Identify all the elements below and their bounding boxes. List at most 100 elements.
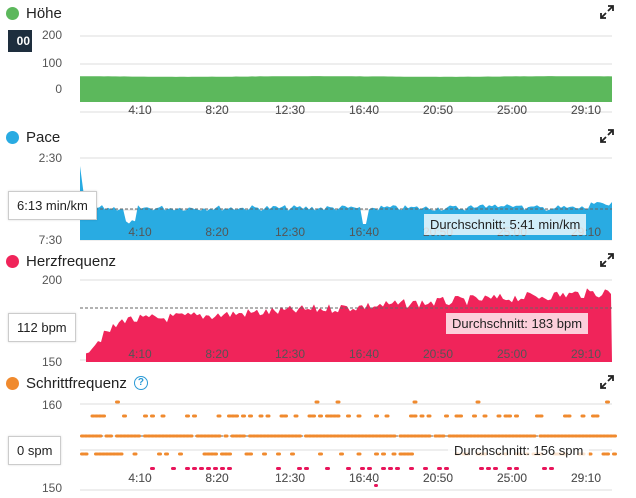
cadence-point — [314, 400, 320, 404]
x-tick-label: 4:10 — [128, 347, 152, 361]
cadence-point — [409, 452, 414, 456]
y-tick-label: 150 — [42, 481, 62, 495]
cadence-point — [258, 414, 264, 418]
cadence-point-low — [374, 484, 378, 487]
cadence-point — [444, 414, 449, 418]
x-tick-label: 4:10 — [128, 103, 152, 117]
cadence-point-low — [409, 467, 414, 470]
cadence-point — [248, 452, 253, 456]
cadence-point-low — [486, 467, 491, 470]
x-tick-label: 12:30 — [275, 347, 305, 361]
cadence-point-low — [213, 467, 218, 470]
cadence-point — [143, 414, 148, 418]
heart-rate-panel: Herzfrequenz 4:10 8:20 12:30 16:40 20:50 25:0… — [0, 250, 636, 370]
cadence-panel: Schrittfrequenz ? 4:10 8:20 12:30 16:40 20:5… — [0, 372, 636, 498]
cadence-point — [83, 452, 89, 456]
x-tick-label: 29:10 — [571, 471, 601, 485]
cadence-point — [248, 414, 253, 418]
cadence-point — [496, 414, 502, 418]
elevation-title: Höhe — [26, 4, 62, 22]
y-tick-label: 2:30 — [39, 151, 63, 165]
cadence-point-low — [199, 467, 204, 470]
cadence-point — [216, 414, 222, 418]
cadence-point — [381, 452, 386, 456]
cadence-point — [412, 400, 418, 404]
help-icon[interactable]: ? — [133, 376, 148, 390]
cadence-point — [384, 414, 390, 418]
cadence-point-low — [549, 467, 554, 470]
x-tick-label: 16:40 — [349, 103, 379, 117]
cadence-point — [188, 434, 194, 438]
cadence-point-low — [206, 467, 211, 470]
cadence-point-low — [507, 467, 512, 470]
cadence-point-low — [325, 467, 330, 470]
cadence-point — [440, 434, 446, 438]
x-tick-label: 8:20 — [205, 103, 229, 117]
cadence-chart[interactable]: 4:10 8:20 12:30 16:40 20:50 25:00 29:10 160 150 4… — [0, 372, 636, 498]
cadence-header: Schrittfrequenz ? — [6, 372, 148, 394]
x-tick-label: 20:50 — [423, 471, 453, 485]
cadence-point-low — [437, 467, 442, 470]
cadence-point — [507, 414, 512, 418]
cadence-point — [335, 414, 341, 418]
cadence-point — [136, 434, 141, 438]
x-tick-label: 20:50 — [423, 347, 453, 361]
x-tick-label: 8:20 — [205, 471, 229, 485]
expand-icon[interactable] — [600, 375, 614, 389]
cadence-point — [458, 414, 463, 418]
cadence-point — [262, 452, 267, 456]
x-tick-label: 4:10 — [128, 471, 152, 485]
cadence-point — [391, 452, 397, 456]
cadence-point-low — [185, 467, 190, 470]
cadence-point — [216, 434, 222, 438]
elevation-area — [80, 76, 612, 102]
cadence-point-low — [423, 467, 428, 470]
elevation-chart[interactable]: 4:10 8:20 12:30 16:40 20:50 25:00 29:10 200 100 0… — [0, 2, 636, 124]
x-tick-label: 12:30 — [275, 103, 305, 117]
pace-average-label: Durchschnitt: 5:41 min/km — [424, 214, 587, 235]
elevation-header: Höhe — [6, 2, 62, 24]
cadence-point-low — [346, 467, 351, 470]
pace-title: Pace — [26, 128, 61, 146]
cadence-point — [580, 414, 586, 418]
expand-icon[interactable] — [600, 253, 614, 267]
cadence-point-low — [395, 467, 400, 470]
x-tick-label: 20:50 — [423, 103, 453, 117]
cadence-point — [223, 434, 229, 438]
cadence-point — [101, 414, 106, 418]
cadence-point — [115, 400, 120, 404]
cadence-point — [241, 414, 246, 418]
cadence-point — [482, 414, 488, 418]
cadence-point-low — [444, 467, 449, 470]
x-tick-label: 29:10 — [571, 103, 601, 117]
cadence-point — [118, 452, 124, 456]
x-tick-label: 8:20 — [205, 471, 229, 485]
cadence-point — [241, 434, 246, 438]
cadence-point — [234, 414, 239, 418]
cadence-point — [265, 414, 271, 418]
cadence-point — [297, 434, 302, 438]
cadence-point-low — [388, 467, 393, 470]
elevation-legend-dot — [6, 6, 19, 20]
x-tick-label: 20:50 — [423, 103, 453, 117]
heart-rate-chart[interactable]: 4:108:2012:3016:4020:5025:0029:102001504… — [0, 250, 636, 370]
x-tick-label: 25:00 — [497, 103, 527, 117]
x-tick-label: 12:30 — [275, 225, 305, 239]
y-tick-label: 150 — [42, 355, 62, 369]
elevation-panel: Höhe 4:10 8:20 12:30 16:40 20:50 25:00 29:10 20… — [0, 2, 636, 124]
cadence-point — [164, 452, 169, 456]
expand-icon[interactable] — [600, 5, 614, 19]
x-tick-label: 25:00 — [497, 103, 527, 117]
expand-icon[interactable] — [600, 129, 614, 143]
cadence-point — [472, 414, 477, 418]
cadence-point-low — [150, 467, 155, 470]
heart-rate-area — [86, 288, 612, 362]
heart-rate-header: Herzfrequenz — [6, 250, 116, 272]
y-tick-label: 200 — [42, 273, 62, 287]
x-tick-label: 4:10 — [128, 225, 152, 239]
cadence-point — [276, 452, 281, 456]
cadence-point-low — [367, 467, 372, 470]
cadence-point-low — [542, 467, 547, 470]
cadence-point — [531, 434, 537, 438]
cadence-point — [475, 400, 481, 404]
